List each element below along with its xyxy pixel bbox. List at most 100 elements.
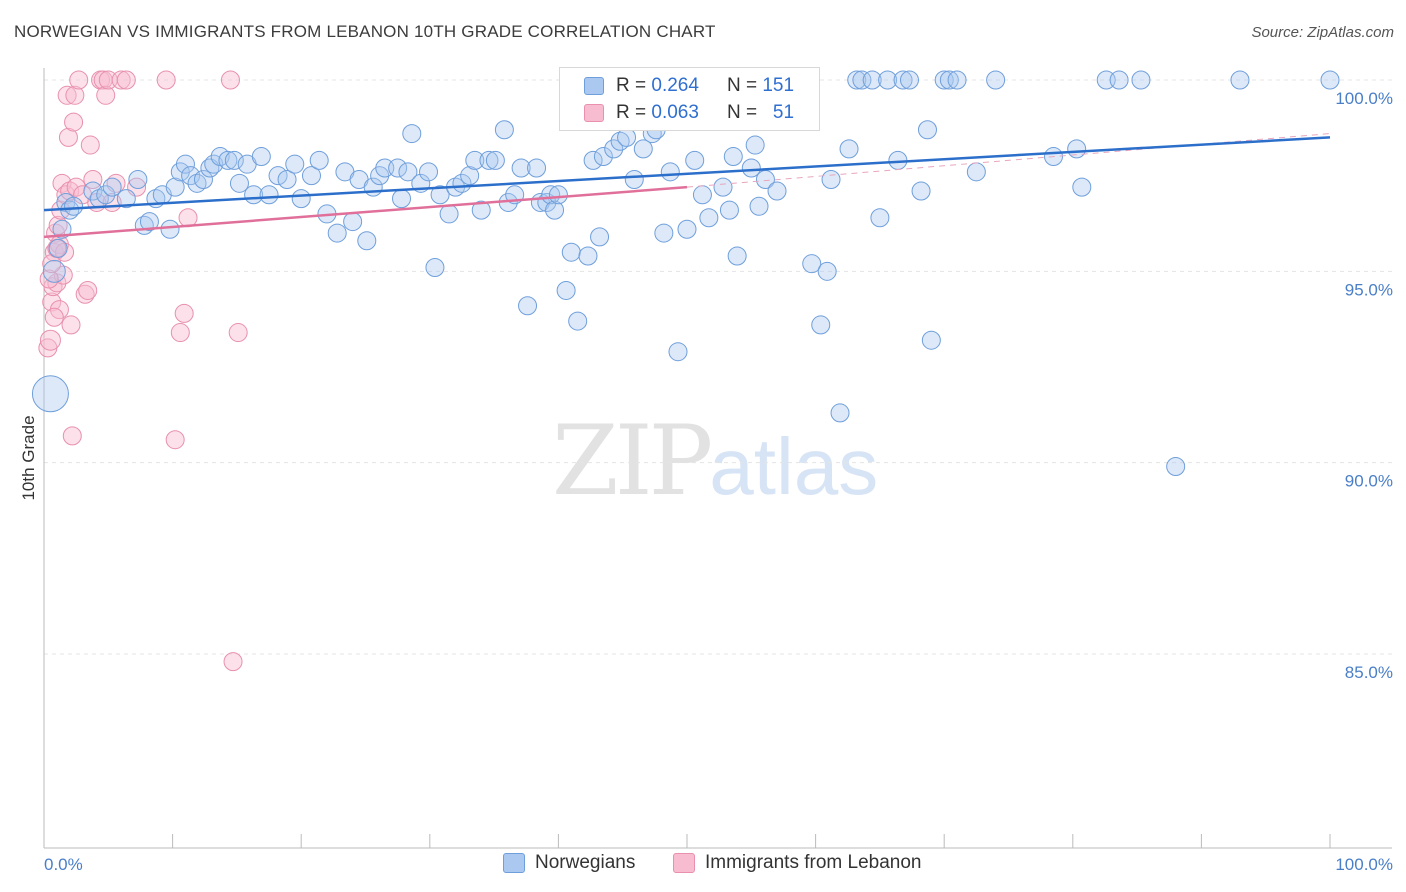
point-norwegian bbox=[102, 177, 122, 197]
point-lebanon bbox=[57, 85, 77, 105]
point-norwegian bbox=[511, 158, 531, 178]
point-norwegian bbox=[479, 150, 499, 170]
point-norwegian bbox=[911, 181, 931, 201]
point-norwegian bbox=[1131, 70, 1151, 90]
point-norwegian bbox=[677, 219, 697, 239]
point-norwegian bbox=[471, 200, 491, 220]
point-norwegian bbox=[1067, 139, 1087, 159]
point-norwegian bbox=[568, 311, 588, 331]
point-lebanon bbox=[156, 70, 176, 90]
point-norwegian bbox=[830, 403, 850, 423]
point-norwegian bbox=[966, 162, 986, 182]
series-lebanon-points bbox=[38, 70, 248, 672]
point-norwegian bbox=[727, 246, 747, 266]
legend-n-value: 51 bbox=[772, 102, 795, 123]
point-norwegian bbox=[1320, 70, 1340, 90]
point-lebanon bbox=[96, 85, 116, 105]
point-lebanon bbox=[62, 426, 82, 446]
point-lebanon bbox=[223, 652, 243, 672]
legend-row-lebanon: R = 0.063 N = 51 bbox=[584, 101, 794, 125]
point-lebanon bbox=[111, 70, 131, 90]
y-tick-label: 100.0% bbox=[1335, 89, 1393, 108]
point-lebanon bbox=[165, 430, 185, 450]
point-norwegian bbox=[175, 154, 195, 174]
point-norwegian bbox=[128, 169, 148, 189]
point-lebanon bbox=[53, 265, 73, 285]
point-norwegian bbox=[52, 219, 72, 239]
swatch-pink bbox=[673, 853, 695, 873]
point-lebanon bbox=[80, 135, 100, 155]
point-norwegian bbox=[852, 70, 872, 90]
y-tick-label: 95.0% bbox=[1345, 280, 1393, 299]
point-norwegian bbox=[699, 208, 719, 228]
point-norwegian bbox=[425, 258, 445, 278]
point-norwegian bbox=[83, 181, 103, 201]
point-norwegian bbox=[204, 154, 224, 174]
point-lebanon bbox=[52, 173, 72, 193]
point-lebanon bbox=[39, 269, 59, 289]
point-norwegian bbox=[660, 162, 680, 182]
bottom-legend-lebanon: Immigrants from Lebanon bbox=[673, 852, 922, 874]
axes bbox=[43, 68, 1392, 849]
point-norwegian bbox=[624, 169, 644, 189]
point-norwegian bbox=[802, 254, 822, 274]
point-norwegian bbox=[494, 120, 514, 140]
point-norwegian bbox=[31, 375, 69, 413]
point-norwegian bbox=[870, 208, 890, 228]
point-norwegian bbox=[1109, 70, 1129, 90]
x-tick-label: 0.0% bbox=[44, 855, 83, 874]
point-norwegian bbox=[847, 70, 867, 90]
point-norwegian bbox=[277, 169, 297, 189]
point-norwegian bbox=[541, 185, 561, 205]
series-norwegians-points bbox=[31, 70, 1340, 476]
point-norwegian bbox=[165, 177, 185, 197]
point-norwegian bbox=[862, 70, 882, 90]
bottom-legend-label: Immigrants from Lebanon bbox=[705, 852, 922, 873]
point-norwegian bbox=[327, 223, 347, 243]
point-norwegian bbox=[419, 162, 439, 182]
point-norwegian bbox=[604, 139, 624, 159]
point-norwegian bbox=[259, 185, 279, 205]
legend-r-label: R = bbox=[616, 75, 647, 96]
legend-swatch-pink bbox=[584, 104, 604, 122]
point-lebanon bbox=[69, 70, 89, 90]
point-lebanon bbox=[220, 70, 240, 90]
point-norwegian bbox=[578, 246, 598, 266]
point-norwegian bbox=[181, 166, 201, 186]
point-norwegian bbox=[439, 204, 459, 224]
bottom-legend-label: Norwegians bbox=[535, 852, 636, 873]
bottom-legend: Norwegians Immigrants from Lebanon bbox=[0, 852, 1406, 878]
point-norwegian bbox=[398, 162, 418, 182]
chart-title: NORWEGIAN VS IMMIGRANTS FROM LEBANON 10T… bbox=[14, 22, 716, 41]
point-norwegian bbox=[685, 150, 705, 170]
point-lebanon bbox=[78, 280, 98, 300]
axis-labels: 85.0% 90.0% 95.0% 100.0% 0.0% 100.0% 10th Grad… bbox=[19, 89, 1393, 874]
legend: R = 0.264 N = 151 R = 0.063 N = 51 bbox=[559, 67, 820, 131]
point-lebanon bbox=[42, 292, 62, 312]
point-norwegian bbox=[460, 166, 480, 186]
point-lebanon bbox=[58, 127, 78, 147]
point-norwegian bbox=[821, 169, 841, 189]
point-lebanon bbox=[44, 307, 64, 327]
point-norwegian bbox=[719, 200, 739, 220]
legend-n-value: 151 bbox=[762, 75, 795, 96]
point-norwegian bbox=[1230, 70, 1250, 90]
point-lebanon bbox=[170, 323, 190, 343]
point-norwegian bbox=[96, 185, 116, 205]
point-norwegian bbox=[633, 139, 653, 159]
point-norwegian bbox=[939, 70, 959, 90]
watermark-zip: ZIP bbox=[552, 405, 713, 517]
point-norwegian bbox=[193, 169, 213, 189]
point-norwegian bbox=[713, 177, 733, 197]
point-norwegian bbox=[839, 139, 859, 159]
point-norwegian bbox=[527, 158, 547, 178]
bottom-legend-norwegians: Norwegians bbox=[503, 852, 635, 874]
point-norwegian bbox=[224, 150, 244, 170]
point-norwegian bbox=[485, 150, 505, 170]
point-norwegian bbox=[893, 70, 913, 90]
point-norwegian bbox=[986, 70, 1006, 90]
point-lebanon bbox=[61, 315, 81, 335]
point-lebanon bbox=[83, 169, 103, 189]
point-norwegian bbox=[229, 173, 249, 193]
